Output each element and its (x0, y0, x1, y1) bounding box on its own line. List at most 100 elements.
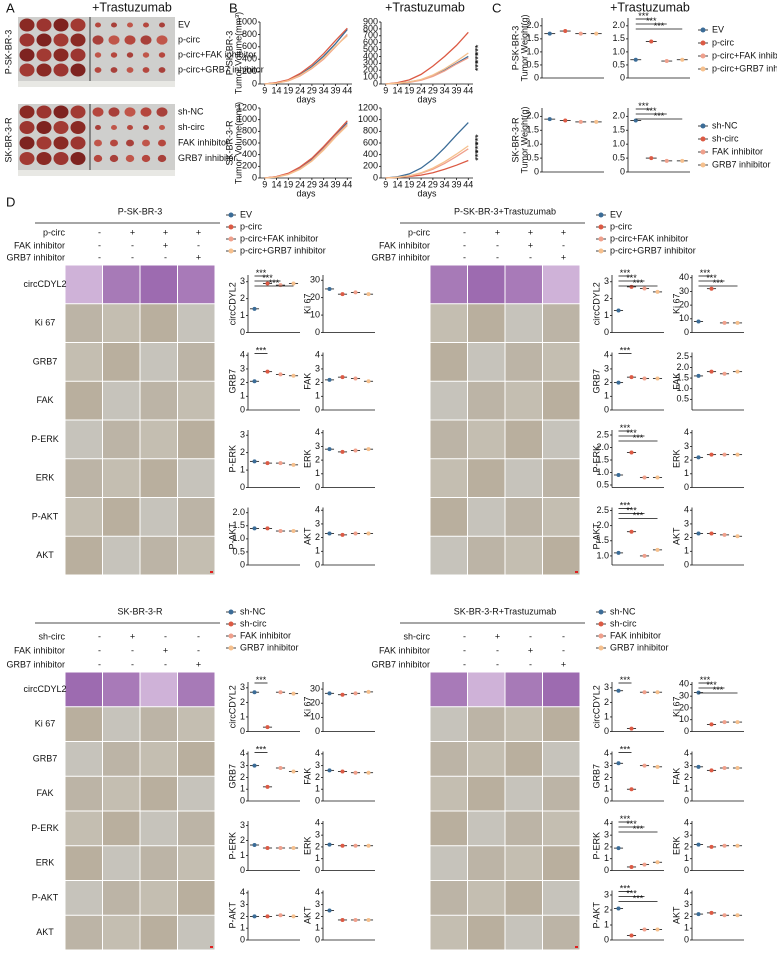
ihc-image (178, 707, 215, 741)
data-point (353, 531, 358, 536)
ihc-image (468, 498, 505, 536)
design-sign: + (196, 659, 201, 669)
y-tick-label: 200 (242, 161, 257, 171)
y-tick-label: 0 (315, 865, 320, 875)
legend-marker (228, 236, 234, 242)
group-label: p-circ (178, 34, 200, 44)
ihc-image (430, 459, 467, 497)
series-line (264, 125, 348, 179)
tumor (125, 154, 135, 163)
ihc-image (65, 459, 102, 497)
tumor (19, 63, 35, 77)
row-label: AKT (36, 927, 54, 937)
y-tick-label: 1 (240, 923, 245, 933)
y-tick-label: 1 (240, 310, 245, 320)
design-sign: - (463, 659, 466, 669)
ruler (18, 81, 175, 87)
series-line (385, 31, 469, 85)
y-tick-label: 1.0 (526, 46, 539, 56)
ihc-image (178, 811, 215, 846)
y-tick-label: 4 (240, 350, 245, 360)
y-tick-label: 0 (315, 482, 320, 492)
tumor (95, 22, 101, 28)
tumor (127, 22, 133, 28)
y-tick-label: 3 (315, 760, 320, 770)
tumor (140, 107, 152, 117)
data-point (265, 526, 270, 531)
design-label: GRB7 inhibitor (6, 659, 65, 669)
y-tick-label: 1.0 (596, 467, 609, 477)
data-point (696, 764, 701, 769)
panel-header: +Trastuzumab (385, 0, 465, 14)
x-tick-label: 9 (383, 85, 388, 95)
significance: *** (633, 824, 644, 834)
design-sign: - (197, 631, 200, 641)
y-axis-label: Tumor Weight(g) (519, 106, 529, 173)
ihc-image (103, 343, 140, 381)
scale-bar (210, 571, 213, 573)
y-axis-label: FAK (671, 373, 681, 390)
tumor (94, 52, 102, 58)
data-point (252, 459, 257, 464)
data-point (291, 281, 296, 286)
design-sign: - (131, 240, 134, 250)
y-axis-label: Ki 67 (302, 696, 312, 717)
data-point (642, 862, 647, 867)
ihc-image (505, 707, 542, 741)
ihc-image (543, 846, 580, 880)
data-point (722, 913, 727, 918)
y-tick-label: 2 (604, 772, 609, 782)
data-point (722, 843, 727, 848)
y-tick-label: 3 (604, 889, 609, 899)
data-point (655, 475, 660, 480)
y-tick-label: 3 (240, 276, 245, 286)
ihc-image (178, 459, 215, 497)
ihc-image (140, 459, 177, 497)
design-sign: - (164, 659, 167, 669)
legend-label: p-circ+GRB7 inhibitor (610, 245, 696, 255)
data-point (655, 764, 660, 769)
x-tick-label: 44 (463, 85, 473, 95)
data-point (252, 690, 257, 695)
y-tick-label: 2.0 (232, 507, 245, 517)
x-tick-label: 34 (440, 85, 450, 95)
significance: *** (620, 814, 631, 824)
tumor (126, 52, 134, 58)
y-tick-label: 0 (315, 726, 320, 736)
data-point (340, 532, 345, 537)
ihc-image (505, 811, 542, 846)
row-label: P-AKT (32, 892, 59, 902)
data-point (616, 761, 621, 766)
ihc-image (103, 498, 140, 536)
ihc-image (543, 776, 580, 811)
y-tick-label: 400 (363, 149, 378, 159)
series-line (385, 145, 469, 179)
tumor (109, 154, 119, 163)
y-tick-label: 0.5 (526, 59, 539, 69)
tumor (70, 18, 86, 32)
y-axis-label: Tumor Volume(mm³) (233, 102, 243, 184)
tumor (36, 121, 52, 134)
ihc-image (468, 811, 505, 846)
y-tick-label: 0.5 (232, 546, 245, 556)
x-tick-label: 14 (393, 85, 403, 95)
data-point (327, 286, 332, 291)
row-label: GRB7 (33, 753, 58, 763)
data-point (642, 553, 647, 558)
series-line (264, 28, 348, 85)
y-tick-label: 1.5 (676, 372, 689, 382)
y-tick-label: 2 (240, 293, 245, 303)
legend-marker (598, 224, 604, 230)
legend-marker (700, 149, 706, 155)
y-tick-label: 3 (240, 820, 245, 830)
y-tick-label: 1.0 (232, 533, 245, 543)
ihc-image (103, 420, 140, 459)
design-sign: + (196, 227, 201, 237)
data-point (265, 914, 270, 919)
legend-marker (598, 236, 604, 242)
significance: *** (646, 106, 657, 116)
design-label: GRB7 inhibitor (6, 252, 65, 262)
design-sign: + (561, 659, 566, 669)
y-tick-label: 3 (315, 830, 320, 840)
